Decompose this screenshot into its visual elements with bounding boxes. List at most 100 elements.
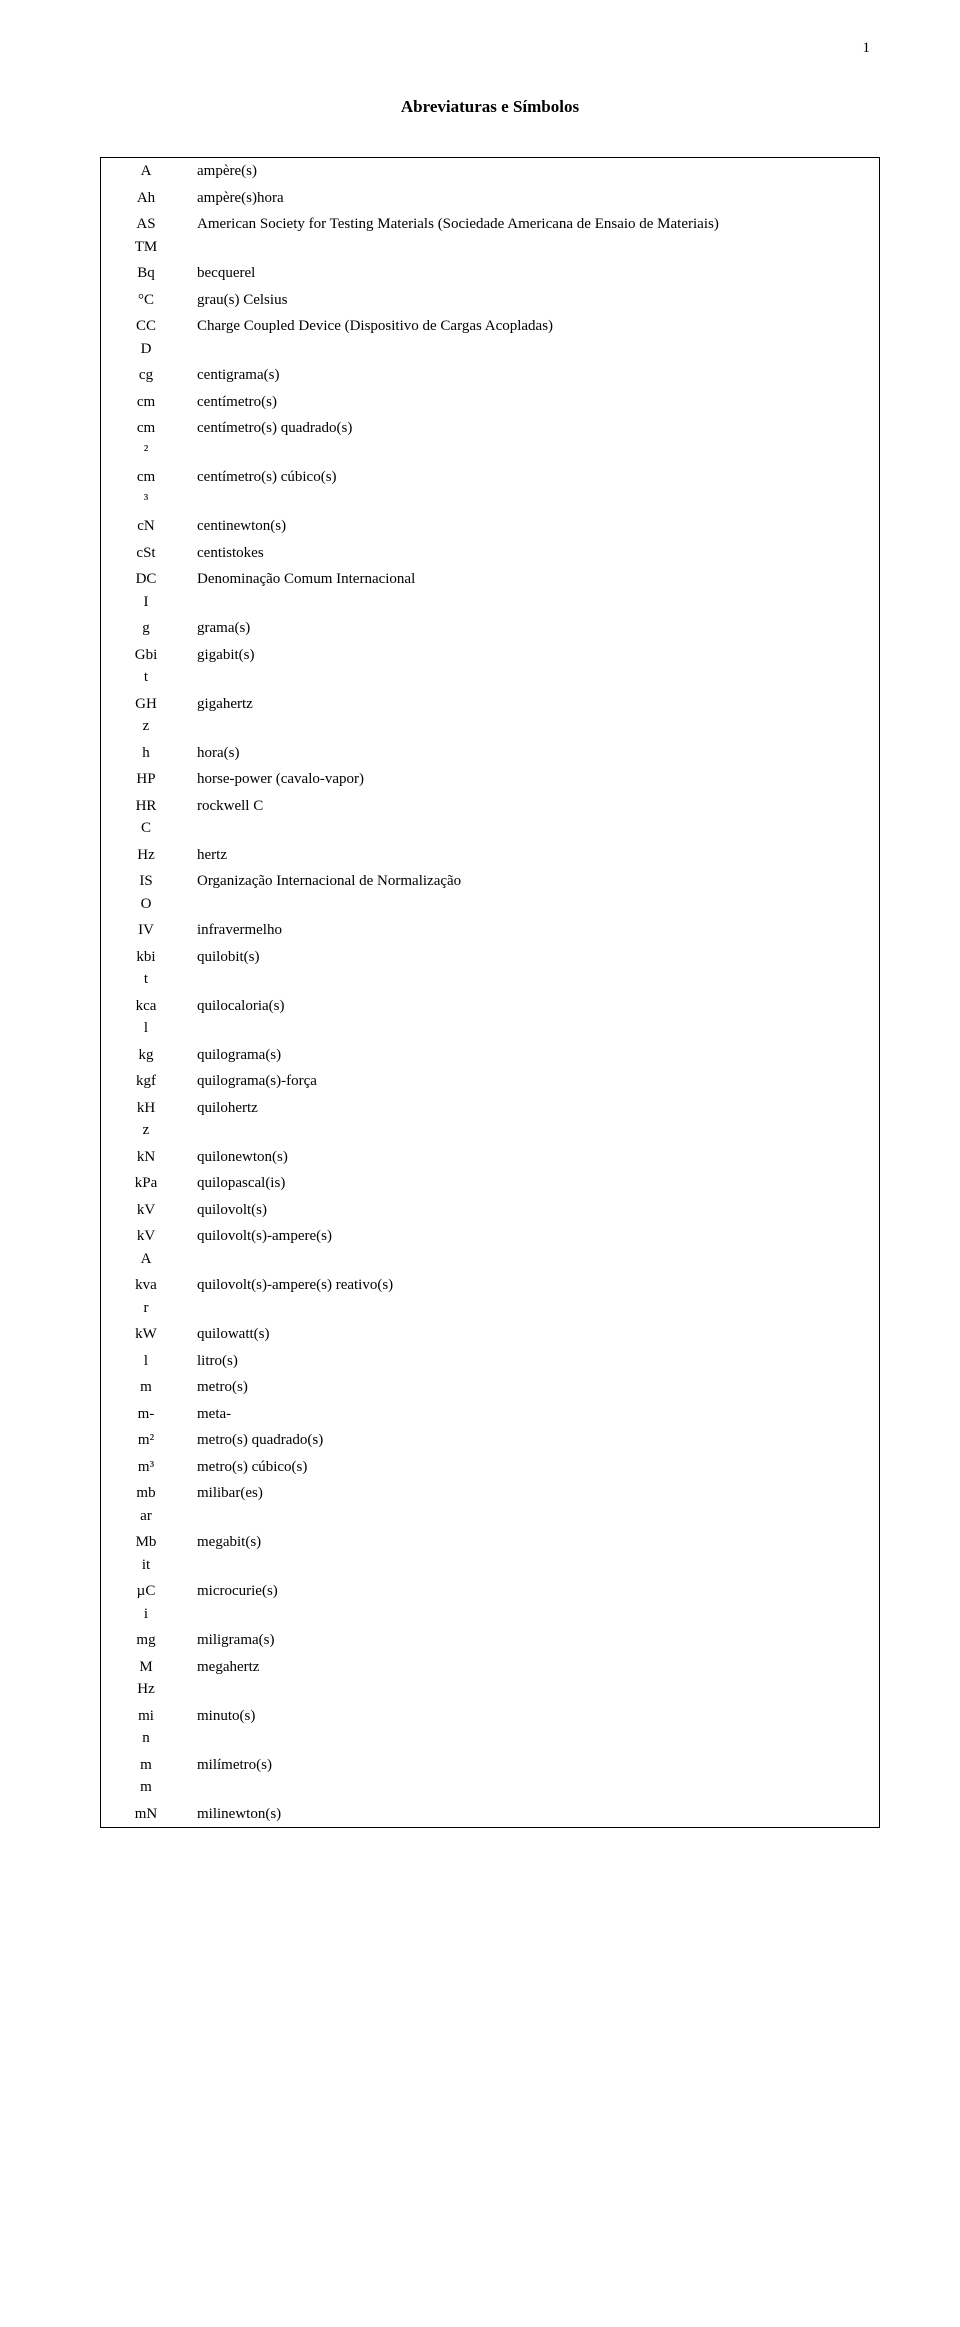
symbol-cell: A: [101, 158, 191, 185]
definition-cell: centímetro(s) quadrado(s): [191, 415, 879, 464]
definition-cell: megabit(s): [191, 1529, 879, 1578]
table-row: hhora(s): [101, 740, 879, 767]
table-row: Aampère(s): [101, 158, 879, 185]
table-row: m-meta-: [101, 1401, 879, 1428]
table-row: kPaquilopascal(is): [101, 1170, 879, 1197]
table-row: cm³centímetro(s) cúbico(s): [101, 464, 879, 513]
table-row: kVquilovolt(s): [101, 1197, 879, 1224]
symbol-cell: cSt: [101, 540, 191, 567]
table-row: MHzmegahertz: [101, 1654, 879, 1703]
symbol-cell: MHz: [101, 1654, 191, 1703]
table-row: GHzgigahertz: [101, 691, 879, 740]
definition-cell: horse-power (cavalo-vapor): [191, 766, 879, 793]
symbol-cell: h: [101, 740, 191, 767]
symbol-cell: ASTM: [101, 211, 191, 260]
table-row: Gbitgigabit(s): [101, 642, 879, 691]
definition-cell: hertz: [191, 842, 879, 869]
symbol-cell: Mbit: [101, 1529, 191, 1578]
definition-cell: gigabit(s): [191, 642, 879, 691]
table-row: mNmilinewton(s): [101, 1801, 879, 1828]
table-row: ASTMAmerican Society for Testing Materia…: [101, 211, 879, 260]
definition-cell: quilovolt(s)-ampere(s) reativo(s): [191, 1272, 879, 1321]
definition-cell: litro(s): [191, 1348, 879, 1375]
table-row: kgfquilograma(s)-força: [101, 1068, 879, 1095]
definition-cell: quilovolt(s)-ampere(s): [191, 1223, 879, 1272]
table-row: m²metro(s) quadrado(s): [101, 1427, 879, 1454]
definition-cell: Charge Coupled Device (Dispositivo de Ca…: [191, 313, 879, 362]
symbol-cell: kV: [101, 1197, 191, 1224]
definition-cell: Denominação Comum Internacional: [191, 566, 879, 615]
symbol-cell: mg: [101, 1627, 191, 1654]
symbol-cell: min: [101, 1703, 191, 1752]
definition-cell: quilohertz: [191, 1095, 879, 1144]
symbol-cell: m-: [101, 1401, 191, 1428]
table-row: CCDCharge Coupled Device (Dispositivo de…: [101, 313, 879, 362]
table-row: kVAquilovolt(s)-ampere(s): [101, 1223, 879, 1272]
definition-cell: Organização Internacional de Normalizaçã…: [191, 868, 879, 917]
symbol-cell: DCI: [101, 566, 191, 615]
table-row: m³metro(s) cúbico(s): [101, 1454, 879, 1481]
symbol-cell: kvar: [101, 1272, 191, 1321]
symbol-cell: cg: [101, 362, 191, 389]
table-row: mgmiligrama(s): [101, 1627, 879, 1654]
symbol-cell: HP: [101, 766, 191, 793]
definition-cell: centistokes: [191, 540, 879, 567]
symbol-cell: kcal: [101, 993, 191, 1042]
definition-cell: centímetro(s): [191, 389, 879, 416]
table-row: Bqbecquerel: [101, 260, 879, 287]
symbol-cell: cm²: [101, 415, 191, 464]
symbol-cell: cm: [101, 389, 191, 416]
symbol-cell: mN: [101, 1801, 191, 1828]
symbol-cell: cm³: [101, 464, 191, 513]
definition-cell: milinewton(s): [191, 1801, 879, 1828]
symbol-cell: kHz: [101, 1095, 191, 1144]
symbol-cell: CCD: [101, 313, 191, 362]
symbol-cell: kN: [101, 1144, 191, 1171]
symbol-cell: GHz: [101, 691, 191, 740]
table-row: mmetro(s): [101, 1374, 879, 1401]
table-row: mbarmilibar(es): [101, 1480, 879, 1529]
definition-cell: centímetro(s) cúbico(s): [191, 464, 879, 513]
document-title: Abreviaturas e Símbolos: [100, 97, 880, 117]
definition-cell: infravermelho: [191, 917, 879, 944]
symbol-cell: g: [101, 615, 191, 642]
symbol-cell: kVA: [101, 1223, 191, 1272]
table-row: kgquilograma(s): [101, 1042, 879, 1069]
table-row: ggrama(s): [101, 615, 879, 642]
table-row: Ahampère(s)hora: [101, 185, 879, 212]
symbol-cell: m³: [101, 1454, 191, 1481]
definition-cell: microcurie(s): [191, 1578, 879, 1627]
symbol-cell: kbit: [101, 944, 191, 993]
table-row: cgcentigrama(s): [101, 362, 879, 389]
table-row: minminuto(s): [101, 1703, 879, 1752]
definition-cell: quilobit(s): [191, 944, 879, 993]
definition-cell: quilograma(s): [191, 1042, 879, 1069]
table-row: µCimicrocurie(s): [101, 1578, 879, 1627]
definition-cell: quilocaloria(s): [191, 993, 879, 1042]
symbol-cell: °C: [101, 287, 191, 314]
definition-cell: megahertz: [191, 1654, 879, 1703]
symbol-cell: HRC: [101, 793, 191, 842]
symbol-cell: Gbit: [101, 642, 191, 691]
definition-cell: grau(s) Celsius: [191, 287, 879, 314]
definition-cell: metro(s) cúbico(s): [191, 1454, 879, 1481]
symbol-cell: Ah: [101, 185, 191, 212]
table-row: cmcentímetro(s): [101, 389, 879, 416]
definition-cell: milibar(es): [191, 1480, 879, 1529]
symbol-cell: m²: [101, 1427, 191, 1454]
abbreviations-table-container: Aampère(s)Ahampère(s)horaASTMAmerican So…: [100, 157, 880, 1828]
symbol-cell: kg: [101, 1042, 191, 1069]
definition-cell: quilonewton(s): [191, 1144, 879, 1171]
symbol-cell: kW: [101, 1321, 191, 1348]
table-row: DCIDenominação Comum Internacional: [101, 566, 879, 615]
symbol-cell: mbar: [101, 1480, 191, 1529]
definition-cell: grama(s): [191, 615, 879, 642]
definition-cell: metro(s) quadrado(s): [191, 1427, 879, 1454]
table-row: Mbitmegabit(s): [101, 1529, 879, 1578]
symbol-cell: l: [101, 1348, 191, 1375]
definition-cell: centigrama(s): [191, 362, 879, 389]
table-row: IVinfravermelho: [101, 917, 879, 944]
table-row: cNcentinewton(s): [101, 513, 879, 540]
definition-cell: minuto(s): [191, 1703, 879, 1752]
definition-cell: ampère(s): [191, 158, 879, 185]
